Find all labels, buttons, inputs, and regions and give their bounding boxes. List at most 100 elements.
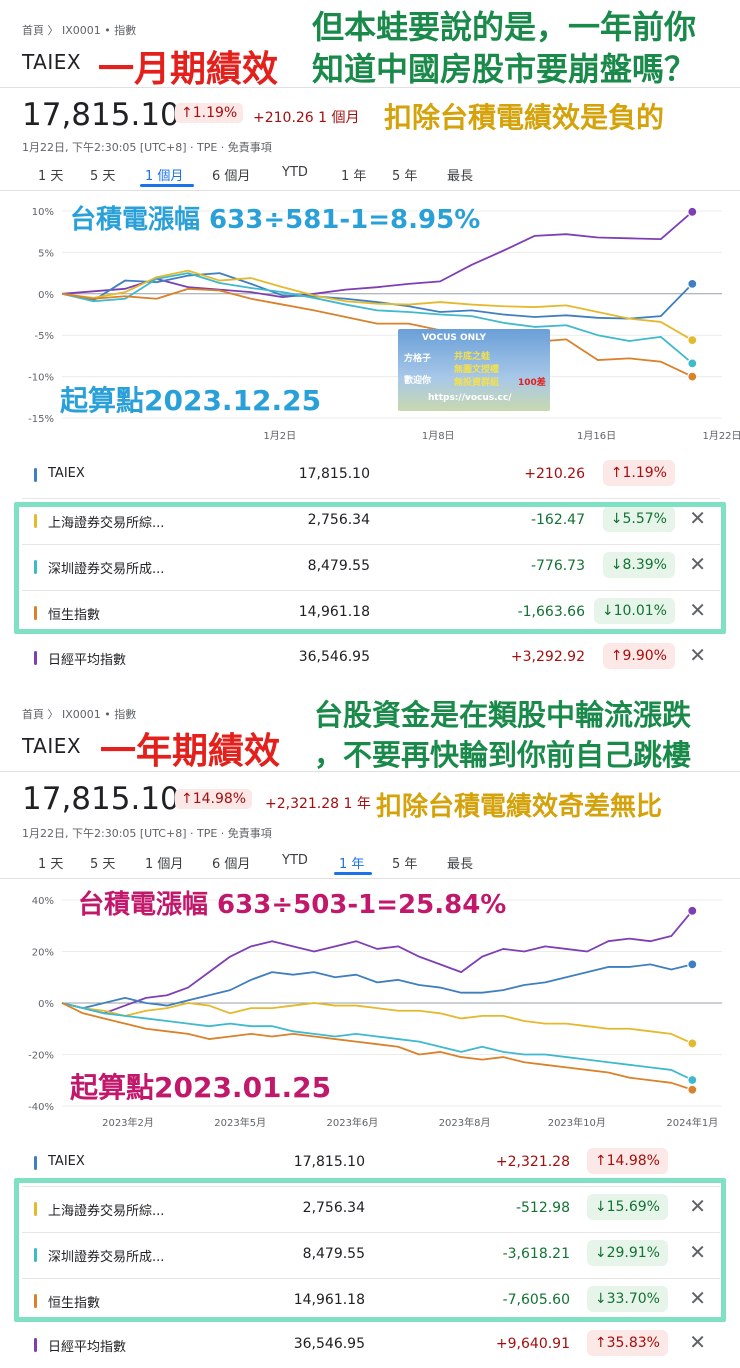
index-price: 14,961.18 bbox=[298, 604, 370, 620]
wm-text: 方格子 bbox=[404, 354, 432, 364]
y-tick-label: -10% bbox=[28, 373, 54, 384]
comparison-row[interactable]: 深圳證券交易所成... 8,479.55 -776.73 ↓8.39% ✕ bbox=[22, 544, 720, 590]
series-color-bar bbox=[34, 1248, 37, 1262]
index-price: 8,479.55 bbox=[302, 1246, 365, 1262]
close-icon[interactable]: ✕ bbox=[689, 1330, 706, 1354]
divider bbox=[22, 1278, 720, 1279]
y-tick-label: -5% bbox=[35, 331, 54, 342]
y-tick-label: -40% bbox=[28, 1102, 54, 1113]
x-tick-label: 1月22日 bbox=[702, 430, 740, 442]
index-change: -3,618.21 bbox=[502, 1246, 570, 1262]
overlay-start-date: 起算點2023.12.25 bbox=[59, 383, 322, 417]
series-line bbox=[61, 963, 693, 1010]
close-icon[interactable]: ✕ bbox=[689, 598, 706, 622]
overlay-comment-1: 但本蛙要說的是，一年前你 bbox=[311, 7, 697, 46]
tab-ytd[interactable]: YTD bbox=[282, 853, 308, 868]
comparison-row[interactable]: 深圳證券交易所成... 8,479.55 -3,618.21 ↓29.91% ✕ bbox=[22, 1232, 720, 1278]
index-price: 36,546.95 bbox=[298, 649, 370, 665]
series-color-bar bbox=[34, 1338, 37, 1352]
index-percent-badge: ↑9.90% bbox=[602, 643, 675, 669]
performance-chart-1y: 40% 20% 0% -20% -40% 2023年2月 2023年5月 2023年6月 202… bbox=[28, 896, 722, 1129]
comparison-row[interactable]: 恒生指數 14,961.18 -7,605.60 ↓33.70% ✕ bbox=[22, 1278, 720, 1324]
close-icon[interactable]: ✕ bbox=[689, 1286, 706, 1310]
one-month-panel: 首頁 〉 IX0001 • 指數 TAIEX 一月期績效 但本蛙要說的是，一年前… bbox=[0, 7, 740, 681]
tab-5y[interactable]: 5 年 bbox=[392, 857, 418, 872]
series-endpoint bbox=[687, 1038, 698, 1049]
tab-selected-indicator bbox=[334, 872, 372, 875]
tab-selected-indicator bbox=[140, 184, 194, 187]
index-percent-badge: ↑1.19% bbox=[602, 460, 675, 486]
close-icon[interactable]: ✕ bbox=[689, 643, 706, 667]
series-endpoint bbox=[687, 371, 698, 382]
index-change: -1,663.66 bbox=[517, 604, 585, 620]
wm-text: https://vocus.cc/ bbox=[428, 393, 512, 403]
tab-6m[interactable]: 6 個月 bbox=[212, 169, 251, 184]
divider bbox=[0, 878, 740, 879]
comparison-row[interactable]: TAIEX 17,815.10 +2,321.28 ↑14.98% bbox=[22, 1140, 720, 1186]
tab-5d[interactable]: 5 天 bbox=[90, 857, 116, 872]
index-name: 上海證券交易所綜... bbox=[48, 516, 165, 531]
close-icon[interactable]: ✕ bbox=[689, 552, 706, 576]
index-name: 恒生指數 bbox=[48, 608, 101, 623]
index-change: +9,640.91 bbox=[495, 1336, 570, 1352]
y-tick-label: -15% bbox=[28, 414, 54, 425]
tab-max[interactable]: 最長 bbox=[447, 169, 474, 184]
comparison-row[interactable]: 日經平均指數 36,546.95 +9,640.91 ↑35.83% ✕ bbox=[22, 1322, 720, 1368]
series-line bbox=[61, 1002, 693, 1091]
current-price: 17,815.10 bbox=[22, 781, 180, 817]
divider bbox=[22, 498, 720, 499]
breadcrumb[interactable]: 首頁 〉 IX0001 • 指數 bbox=[22, 708, 137, 721]
tab-1m[interactable]: 1 個月 bbox=[145, 857, 184, 872]
highlight-box bbox=[14, 502, 726, 634]
index-name: 日經平均指數 bbox=[48, 1340, 127, 1355]
overlay-comment-2: ，不要再快輪到你前自己跳樓 bbox=[313, 737, 692, 772]
tab-1d[interactable]: 1 天 bbox=[38, 169, 64, 184]
comparison-row[interactable]: 上海證券交易所綜... 2,756.34 -162.47 ↓5.57% ✕ bbox=[22, 498, 720, 544]
close-icon[interactable]: ✕ bbox=[689, 506, 706, 530]
index-price: 8,479.55 bbox=[307, 558, 370, 574]
comparison-row[interactable]: 上海證券交易所綜... 2,756.34 -512.98 ↓15.69% ✕ bbox=[22, 1186, 720, 1232]
series-endpoint bbox=[687, 959, 698, 970]
x-tick-label: 1月2日 bbox=[263, 430, 296, 442]
wm-text: VOCUS ONLY bbox=[422, 333, 487, 343]
tab-ytd[interactable]: YTD bbox=[282, 165, 308, 180]
x-tick-label: 1月16日 bbox=[577, 430, 616, 442]
index-change: +2,321.28 bbox=[495, 1154, 570, 1170]
breadcrumb[interactable]: 首頁 〉 IX0001 • 指數 bbox=[22, 24, 137, 37]
y-tick-label: 0% bbox=[38, 290, 54, 301]
index-change: -162.47 bbox=[530, 512, 585, 528]
tab-1y[interactable]: 1 年 bbox=[339, 857, 365, 872]
tab-max[interactable]: 最長 bbox=[447, 857, 474, 872]
watermark-image: VOCUS ONLY 方格子 井底之蛙 無圖文授權 歡迎你 無投資群組 100差… bbox=[398, 329, 550, 411]
close-icon[interactable]: ✕ bbox=[689, 1194, 706, 1218]
series-line bbox=[61, 1002, 693, 1045]
series-color-bar bbox=[34, 514, 37, 528]
tab-5d[interactable]: 5 天 bbox=[90, 169, 116, 184]
change-percent-badge: ↑14.98% bbox=[175, 789, 253, 809]
overlay-title: 一年期績效 bbox=[99, 730, 281, 772]
series-endpoint bbox=[687, 278, 698, 289]
comparison-row[interactable]: 恒生指數 14,961.18 -1,663.66 ↓10.01% ✕ bbox=[22, 590, 720, 636]
index-change: -776.73 bbox=[530, 558, 585, 574]
tab-1m[interactable]: 1 個月 bbox=[145, 169, 184, 184]
series-line bbox=[61, 272, 693, 320]
series-endpoint bbox=[687, 206, 698, 217]
tab-1y[interactable]: 1 年 bbox=[341, 169, 367, 184]
overlay-title: 一月期績效 bbox=[97, 48, 279, 90]
index-name: TAIEX bbox=[48, 1154, 85, 1169]
divider bbox=[22, 590, 720, 591]
index-percent-badge: ↓5.57% bbox=[602, 506, 675, 532]
comparison-row[interactable]: TAIEX 17,815.10 +210.26 ↑1.19% bbox=[22, 452, 720, 498]
comparison-row[interactable]: 日經平均指數 36,546.95 +3,292.92 ↑9.90% ✕ bbox=[22, 635, 720, 681]
tab-6m[interactable]: 6 個月 bbox=[212, 857, 251, 872]
divider bbox=[0, 190, 740, 191]
tab-5y[interactable]: 5 年 bbox=[392, 169, 418, 184]
index-price: 17,815.10 bbox=[298, 466, 370, 482]
ticker-symbol: TAIEX bbox=[22, 734, 82, 758]
divider bbox=[0, 771, 740, 772]
divider bbox=[22, 1232, 720, 1233]
close-icon[interactable]: ✕ bbox=[689, 1240, 706, 1264]
divider bbox=[0, 87, 740, 88]
tab-1d[interactable]: 1 天 bbox=[38, 857, 64, 872]
timestamp-meta: 1月22日, 下午2:30:05 [UTC+8] · TPE · 免責事項 bbox=[22, 141, 272, 154]
